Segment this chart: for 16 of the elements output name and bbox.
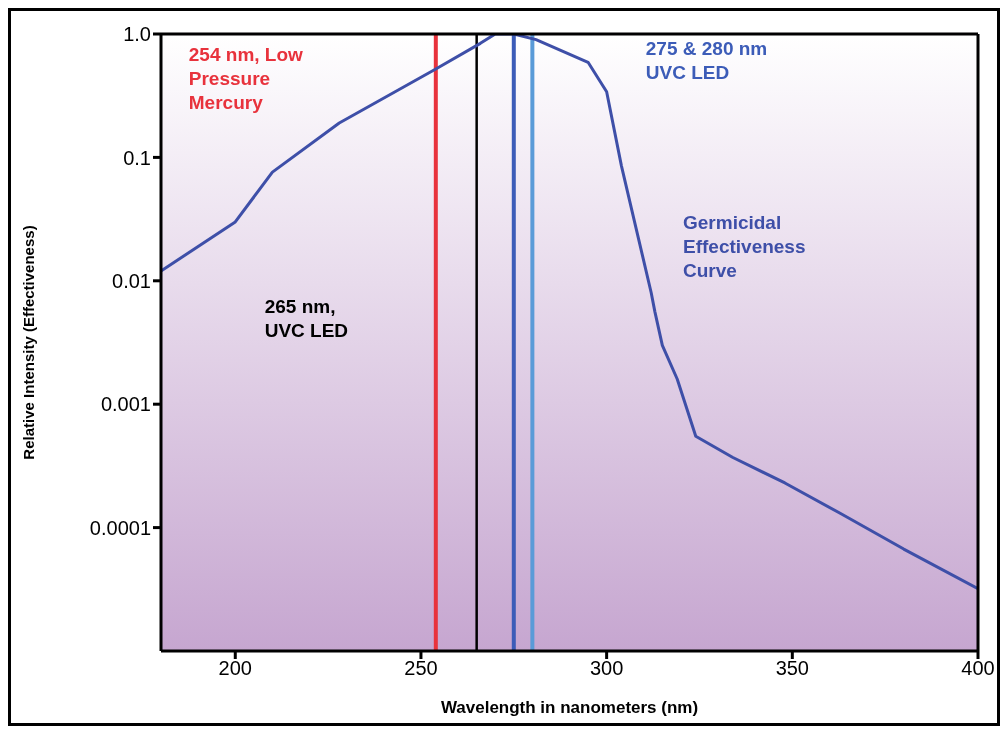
y-tick-label: 0.01 xyxy=(112,269,151,292)
y-tick-label: 0.001 xyxy=(100,393,151,416)
x-tick-label: 400 xyxy=(961,657,995,680)
y-tick-label: 0.1 xyxy=(123,146,151,169)
x-tick-label: 300 xyxy=(589,657,624,680)
ref-line-label: 254 nm, Low Pressure Mercury xyxy=(188,44,304,113)
series-label: Germicidal Effectiveness Curve xyxy=(683,211,806,283)
y-axis-title: Relative Intensity (Effectiveness) xyxy=(20,225,38,460)
x-axis-title: Wavelength in nanometers (nm) xyxy=(440,698,699,717)
x-tick-label: 200 xyxy=(218,657,252,680)
x-tick-label: 250 xyxy=(404,657,438,680)
y-tick-label: 1.0 xyxy=(123,23,151,46)
y-tick-label: 0.0001 xyxy=(89,516,151,539)
ref-line-label: 265 nm, UVC LED xyxy=(264,296,349,341)
ref-line-label: 275 & 280 nm UVC LED xyxy=(645,38,768,83)
x-tick-label: 350 xyxy=(775,657,810,680)
